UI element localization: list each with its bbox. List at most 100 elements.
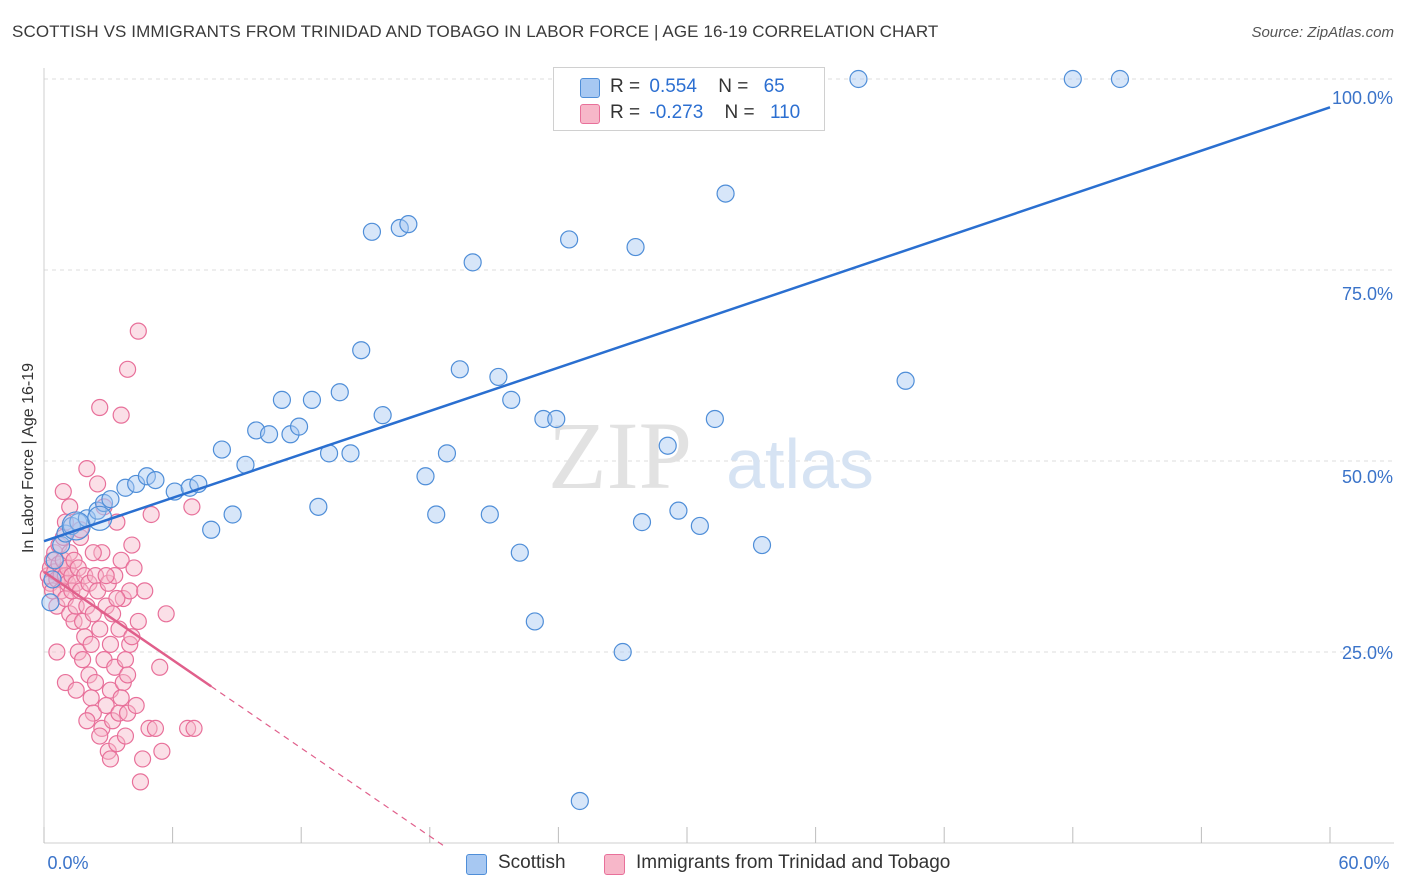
data-point[interactable] (157, 605, 175, 623)
data-point[interactable] (136, 582, 154, 600)
data-point[interactable] (151, 658, 169, 676)
data-point[interactable] (416, 467, 435, 486)
data-point[interactable] (73, 651, 92, 669)
data-point[interactable] (632, 513, 652, 532)
trend-line-trinidad (43, 570, 212, 688)
data-point[interactable] (127, 696, 145, 715)
data-point[interactable] (373, 406, 392, 425)
data-point[interactable] (302, 390, 322, 409)
data-point[interactable] (480, 505, 499, 524)
legend-label-trinidad: Immigrants from Trinidad and Tobago (636, 852, 951, 873)
data-point[interactable] (45, 551, 64, 570)
y-tick-label: 25.0% (1342, 643, 1393, 663)
legend-n-label: N = (724, 102, 755, 123)
data-point[interactable] (849, 69, 868, 89)
data-point[interactable] (626, 237, 645, 257)
data-point[interactable] (48, 643, 66, 661)
data-point[interactable] (202, 520, 221, 539)
data-point[interactable] (101, 490, 120, 509)
data-point[interactable] (54, 482, 72, 501)
data-point[interactable] (78, 460, 96, 478)
data-point[interactable] (123, 536, 141, 554)
data-point[interactable] (330, 383, 349, 402)
data-point[interactable] (118, 666, 137, 684)
data-point[interactable] (352, 341, 371, 360)
data-point[interactable] (362, 222, 382, 241)
data-point[interactable] (97, 566, 115, 585)
data-point[interactable] (67, 681, 85, 699)
data-point[interactable] (82, 689, 100, 707)
data-point[interactable] (129, 612, 147, 631)
data-point[interactable] (437, 444, 457, 463)
data-point[interactable] (752, 535, 772, 555)
data-point[interactable] (502, 390, 521, 409)
data-point[interactable] (690, 516, 709, 536)
data-point[interactable] (272, 390, 292, 409)
data-point[interactable] (560, 230, 579, 249)
legend-r-label: R = (610, 76, 641, 97)
data-point[interactable] (180, 478, 199, 497)
data-point[interactable] (185, 719, 203, 738)
data-point[interactable] (116, 478, 135, 497)
data-point[interactable] (118, 360, 137, 378)
data-point[interactable] (341, 444, 360, 463)
data-point[interactable] (41, 593, 60, 612)
data-point[interactable] (489, 367, 508, 387)
data-point[interactable] (116, 651, 135, 669)
data-point[interactable] (108, 589, 126, 608)
data-point[interactable] (705, 409, 724, 429)
data-point[interactable] (1110, 69, 1130, 89)
data-point[interactable] (183, 498, 201, 516)
data-point[interactable] (1063, 69, 1082, 89)
data-point[interactable] (212, 440, 231, 459)
data-point[interactable] (547, 409, 566, 429)
data-point[interactable] (137, 467, 156, 486)
data-point[interactable] (101, 635, 120, 653)
data-point[interactable] (463, 253, 482, 272)
data-point[interactable] (131, 773, 150, 791)
data-point[interactable] (510, 543, 529, 562)
data-point[interactable] (896, 371, 915, 390)
data-point[interactable] (112, 689, 130, 707)
data-point[interactable] (84, 544, 102, 562)
data-point[interactable] (82, 635, 100, 653)
data-point[interactable] (88, 475, 107, 493)
data-point[interactable] (146, 471, 165, 490)
data-point[interactable] (86, 673, 105, 692)
data-point[interactable] (121, 582, 139, 600)
data-point[interactable] (716, 184, 735, 203)
data-point[interactable] (223, 505, 242, 524)
data-point[interactable] (101, 750, 120, 768)
data-point[interactable] (91, 727, 109, 745)
data-point[interactable] (91, 398, 109, 417)
data-point[interactable] (570, 791, 589, 811)
data-point[interactable] (61, 498, 79, 516)
data-point[interactable] (129, 322, 147, 340)
grid-lines (44, 78, 1394, 653)
data-point[interactable] (309, 497, 328, 516)
data-point[interactable] (91, 620, 109, 638)
data-point[interactable] (140, 719, 158, 738)
data-point[interactable] (525, 612, 544, 631)
data-point[interactable] (142, 505, 160, 524)
data-point[interactable] (450, 360, 469, 379)
data-point[interactable] (658, 436, 677, 455)
data-point[interactable] (289, 417, 309, 436)
data-point[interactable] (534, 409, 553, 429)
data-point[interactable] (613, 642, 632, 662)
data-point[interactable] (390, 218, 409, 238)
data-point[interactable] (112, 406, 130, 424)
data-point[interactable] (427, 505, 446, 524)
data-point[interactable] (133, 750, 152, 768)
data-point[interactable] (112, 551, 130, 569)
data-point[interactable] (669, 501, 688, 520)
data-point[interactable] (146, 719, 165, 738)
data-point[interactable] (179, 719, 197, 738)
data-point[interactable] (153, 742, 171, 760)
data-point[interactable] (259, 425, 279, 444)
data-point[interactable] (78, 712, 96, 730)
data-point[interactable] (125, 559, 143, 577)
data-point[interactable] (116, 727, 135, 745)
data-point[interactable] (399, 215, 418, 234)
